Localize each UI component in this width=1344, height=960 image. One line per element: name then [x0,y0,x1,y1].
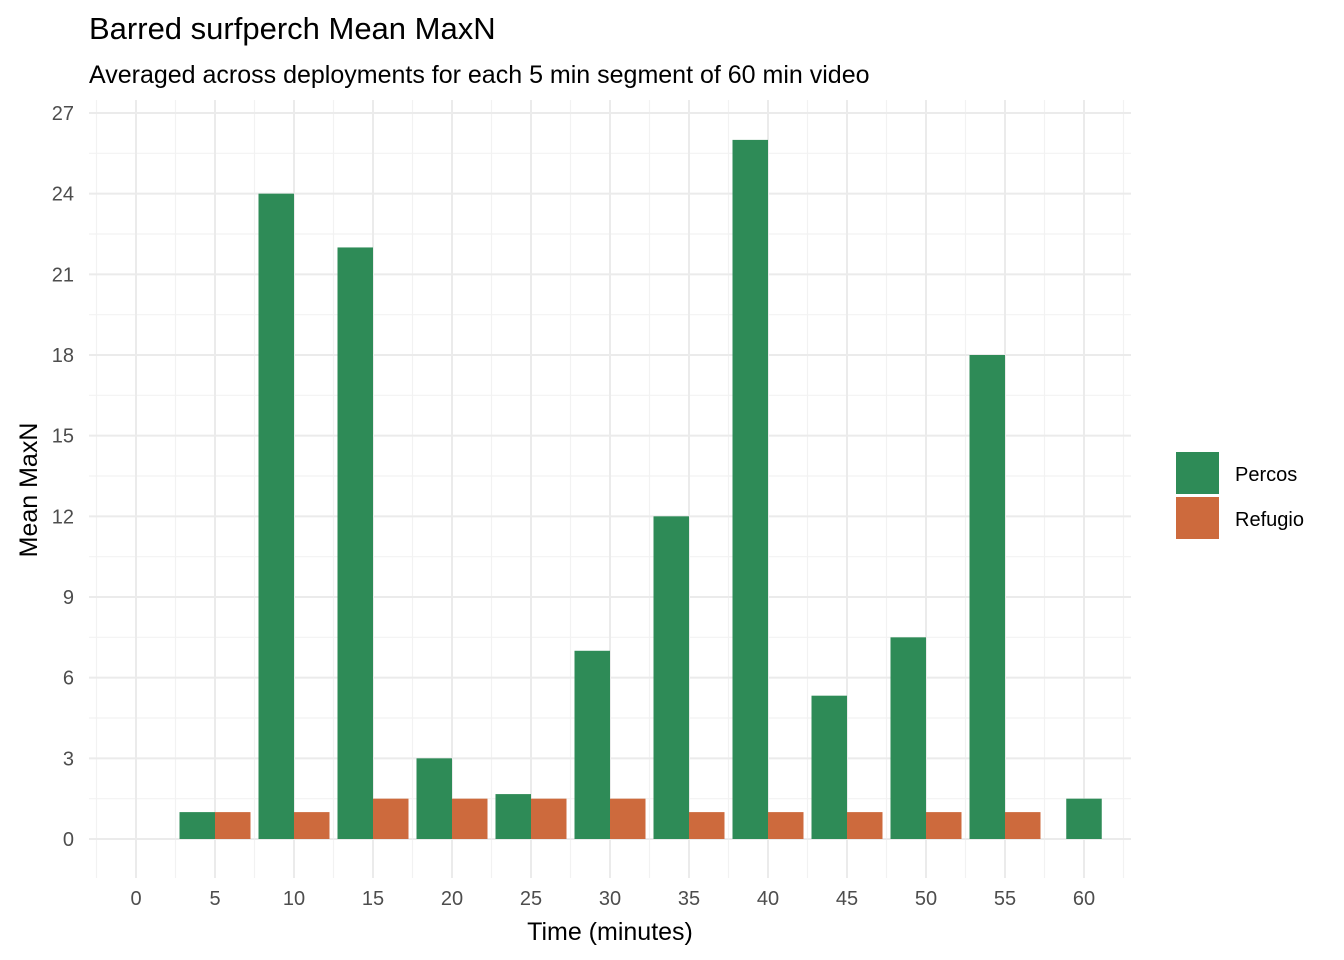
chart-title: Barred surfperch Mean MaxN [89,11,496,46]
y-axis-ticks: 0 3 6 9 12 15 18 21 24 27 [52,103,74,851]
y-tick-label: 9 [63,587,74,609]
legend: Percos Refugio [1176,452,1304,539]
x-tick-label: 10 [283,888,305,910]
y-tick-label: 15 [52,426,74,448]
bar-percos-50 [890,637,926,839]
bar-percos-15 [337,247,373,839]
legend-label-refugio: Refugio [1235,509,1304,531]
x-tick-label: 30 [599,888,621,910]
bar-refugio-55 [1005,812,1041,839]
bar-refugio-50 [926,812,962,839]
bar-percos-5 [179,812,215,839]
bar-refugio-25 [531,798,567,839]
bar-percos-40 [732,139,768,839]
bar-refugio-5 [215,812,251,839]
y-tick-label: 3 [63,748,74,770]
x-tick-label: 50 [915,888,937,910]
x-tick-label: 5 [209,888,220,910]
x-tick-label: 40 [757,888,779,910]
y-tick-label: 0 [63,829,74,851]
x-tick-label: 35 [678,888,700,910]
bar-refugio-20 [452,798,488,839]
bar-percos-25 [495,794,531,839]
bar-refugio-40 [768,812,804,839]
bar-percos-45 [811,695,847,839]
x-tick-label: 0 [130,888,141,910]
legend-label-percos: Percos [1235,464,1297,486]
x-axis-ticks: 0 5 10 15 20 25 30 35 40 45 50 55 60 [130,888,1095,910]
bar-percos-10 [258,193,294,839]
legend-key-refugio [1176,497,1219,539]
bar-percos-35 [653,516,689,839]
y-tick-label: 21 [52,264,74,286]
x-tick-label: 45 [836,888,858,910]
x-axis-title: Time (minutes) [527,918,693,946]
x-tick-label: 25 [520,888,542,910]
bar-percos-20 [416,758,452,839]
bar-refugio-35 [689,812,725,839]
bar-percos-60 [1066,798,1102,839]
bar-refugio-30 [610,798,646,839]
bar-refugio-15 [373,798,409,839]
y-tick-label: 18 [52,345,74,367]
y-tick-label: 12 [52,506,74,528]
x-tick-label: 20 [441,888,463,910]
bar-percos-55 [969,355,1005,839]
x-tick-label: 55 [994,888,1016,910]
y-tick-label: 27 [52,103,74,125]
bar-percos-30 [574,650,610,839]
y-tick-label: 24 [52,184,74,206]
y-tick-label: 6 [63,668,74,690]
legend-key-percos [1176,452,1219,494]
x-tick-label: 15 [362,888,384,910]
bar-refugio-45 [847,812,883,839]
bar-refugio-10 [294,812,330,839]
x-tick-label: 60 [1073,888,1095,910]
chart-subtitle: Averaged across deployments for each 5 m… [89,61,870,89]
y-axis-title: Mean MaxN [15,423,43,558]
bars [179,139,1102,839]
